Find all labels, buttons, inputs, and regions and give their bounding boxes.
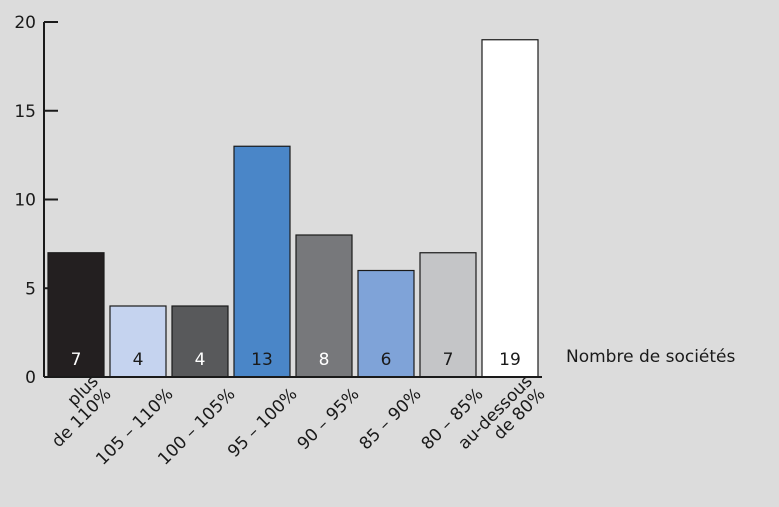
category-label-line: 85 – 90% (356, 384, 426, 454)
category-label-text: 90 – 95% (294, 384, 364, 454)
value-label: 4 (133, 350, 144, 370)
category-label-text: 85 – 90% (356, 384, 426, 454)
category-label: 85 – 90% (356, 384, 426, 454)
y-tick-label: 5 (25, 279, 36, 299)
bar (233, 145, 291, 378)
bar (47, 252, 105, 378)
category-label: plusde 110% (35, 371, 115, 451)
y-tick-label: 15 (14, 102, 36, 122)
y-tick-label: 10 (14, 191, 36, 211)
category-label-text: au-dessousde 80% (454, 371, 549, 466)
category-label: 90 – 95% (294, 384, 364, 454)
bar (357, 269, 415, 378)
category-label: au-dessousde 80% (454, 371, 549, 466)
bars (47, 39, 539, 378)
bar (419, 252, 477, 378)
category-label-text: plusde 110% (35, 371, 115, 451)
value-label: 8 (319, 350, 330, 370)
category-label-line: 90 – 95% (294, 384, 364, 454)
bar (481, 39, 539, 378)
value-label: 13 (251, 350, 273, 370)
y-tick-label: 20 (14, 13, 36, 33)
category-labels: plusde 110%105 – 110%100 – 105%95 – 100%… (35, 371, 549, 469)
legend-label: Nombre de sociétés (566, 347, 736, 367)
y-tick-label: 0 (25, 368, 36, 388)
value-label: 6 (381, 350, 392, 370)
value-label: 4 (195, 350, 206, 370)
value-label: 7 (71, 350, 82, 370)
value-label: 19 (499, 350, 521, 370)
value-labels: 7 4 4 13 8 6 7 19 (71, 350, 521, 370)
value-label: 7 (443, 350, 454, 370)
y-axis: 0 5 10 15 20 (14, 13, 58, 388)
